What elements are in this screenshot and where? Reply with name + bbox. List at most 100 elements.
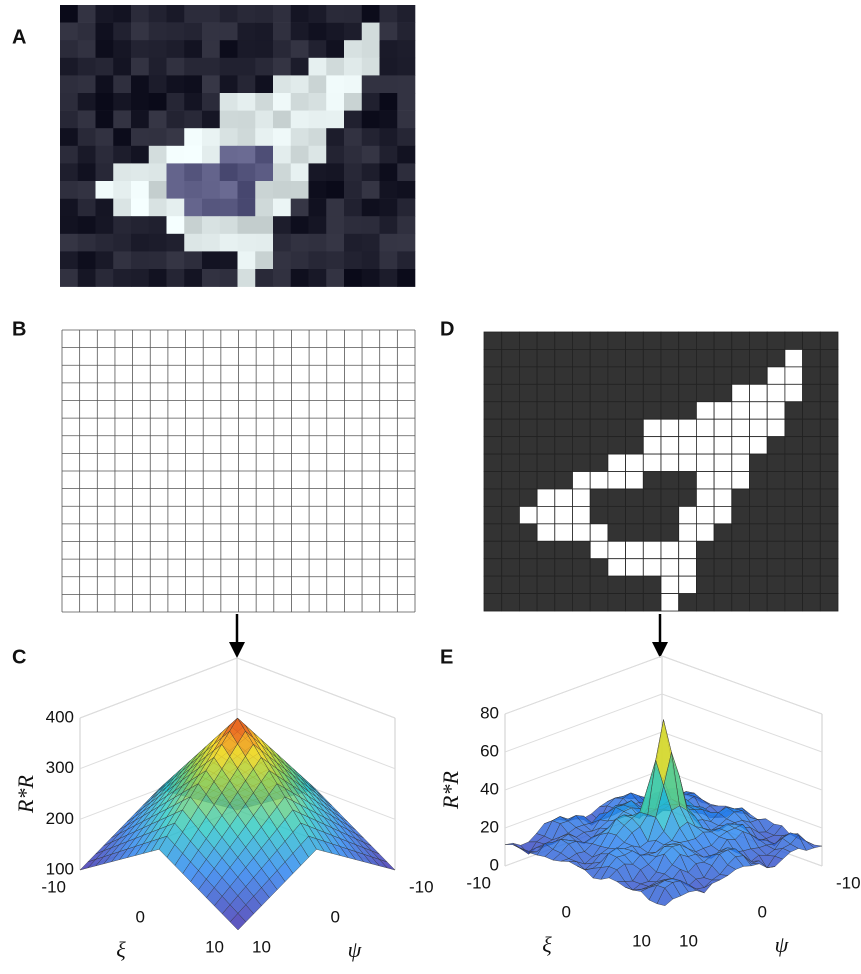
pixel: [608, 367, 626, 384]
pixel: [590, 332, 608, 349]
pixel: [573, 349, 591, 366]
pixel: [362, 234, 380, 252]
pixel: [238, 58, 256, 76]
pixel: [661, 402, 679, 419]
pixel: [167, 234, 185, 252]
pixel: [255, 75, 273, 93]
pixel: [60, 111, 78, 129]
pixel: [750, 332, 768, 349]
pixel: [750, 506, 768, 523]
pixel: [537, 367, 555, 384]
pixel: [661, 472, 679, 489]
pixel: [113, 234, 131, 252]
pixel: [573, 384, 591, 401]
pixel: [661, 506, 679, 523]
pixel: [767, 576, 785, 593]
pixel: [502, 437, 520, 454]
pixel: [397, 75, 415, 93]
pixel: [344, 163, 362, 181]
pixel: [113, 111, 131, 129]
pixel: [202, 23, 220, 41]
pixel: [78, 216, 96, 234]
pixel: [732, 541, 750, 558]
pixel: [626, 402, 644, 419]
pixel: [750, 576, 768, 593]
pixel: [767, 472, 785, 489]
pixel: [291, 251, 309, 269]
pixel: [131, 93, 149, 111]
pixel: [344, 146, 362, 164]
pixel: [484, 332, 502, 349]
pixel: [184, 93, 202, 111]
pixel: [326, 111, 344, 129]
pixel: [362, 93, 380, 111]
pixel: [273, 216, 291, 234]
pixel: [131, 58, 149, 76]
pixel: [362, 269, 380, 287]
pixel: [661, 594, 679, 611]
pixel: [184, 234, 202, 252]
pixel: [291, 128, 309, 146]
pixel: [626, 524, 644, 541]
pixel: [661, 576, 679, 593]
pixel: [803, 524, 821, 541]
pixel: [362, 40, 380, 58]
pixel: [202, 146, 220, 164]
y-tick-label: -10: [409, 877, 434, 896]
pixel: [820, 541, 838, 558]
pixel: [309, 23, 327, 41]
pixel: [502, 524, 520, 541]
pixel: [502, 349, 520, 366]
pixel: [326, 40, 344, 58]
pixel: [820, 472, 838, 489]
pixel: [608, 524, 626, 541]
pixel: [167, 181, 185, 199]
pixel: [502, 367, 520, 384]
pixel: [397, 181, 415, 199]
pixel: [502, 472, 520, 489]
z-tick-label: 80: [480, 703, 499, 722]
pixel: [785, 332, 803, 349]
z-tick-label: 20: [480, 817, 499, 836]
pixel: [661, 332, 679, 349]
pixel: [60, 75, 78, 93]
z-tick-label: 400: [46, 707, 74, 726]
pixel: [555, 402, 573, 419]
pixel: [184, 269, 202, 287]
pixel: [362, 251, 380, 269]
pixel: [202, 163, 220, 181]
image-d: [484, 332, 838, 611]
pixel: [167, 269, 185, 287]
pixel: [96, 93, 114, 111]
pixel: [502, 384, 520, 401]
pixel: [767, 559, 785, 576]
pixel: [803, 384, 821, 401]
figure: A B C D E 100200300400-10010-10010R*Rξψ0…: [0, 0, 861, 974]
pixel: [344, 40, 362, 58]
pixel: [397, 234, 415, 252]
pixel: [326, 216, 344, 234]
pixel: [785, 419, 803, 436]
pixel: [537, 524, 555, 541]
pixel: [309, 146, 327, 164]
pixel: [519, 576, 537, 593]
pixel: [344, 216, 362, 234]
pixel: [679, 349, 697, 366]
pixel: [362, 181, 380, 199]
pixel: [767, 384, 785, 401]
pixel: [131, 5, 149, 23]
pixel: [60, 40, 78, 58]
pixel: [167, 199, 185, 217]
pixel: [113, 216, 131, 234]
pixel: [149, 216, 167, 234]
pixel: [291, 181, 309, 199]
pixel: [113, 269, 131, 287]
pixel: [397, 128, 415, 146]
pixel: [714, 419, 732, 436]
pixel: [785, 437, 803, 454]
pixel: [60, 93, 78, 111]
pixel: [714, 472, 732, 489]
pixel: [573, 506, 591, 523]
pixel: [643, 559, 661, 576]
pixel: [238, 269, 256, 287]
